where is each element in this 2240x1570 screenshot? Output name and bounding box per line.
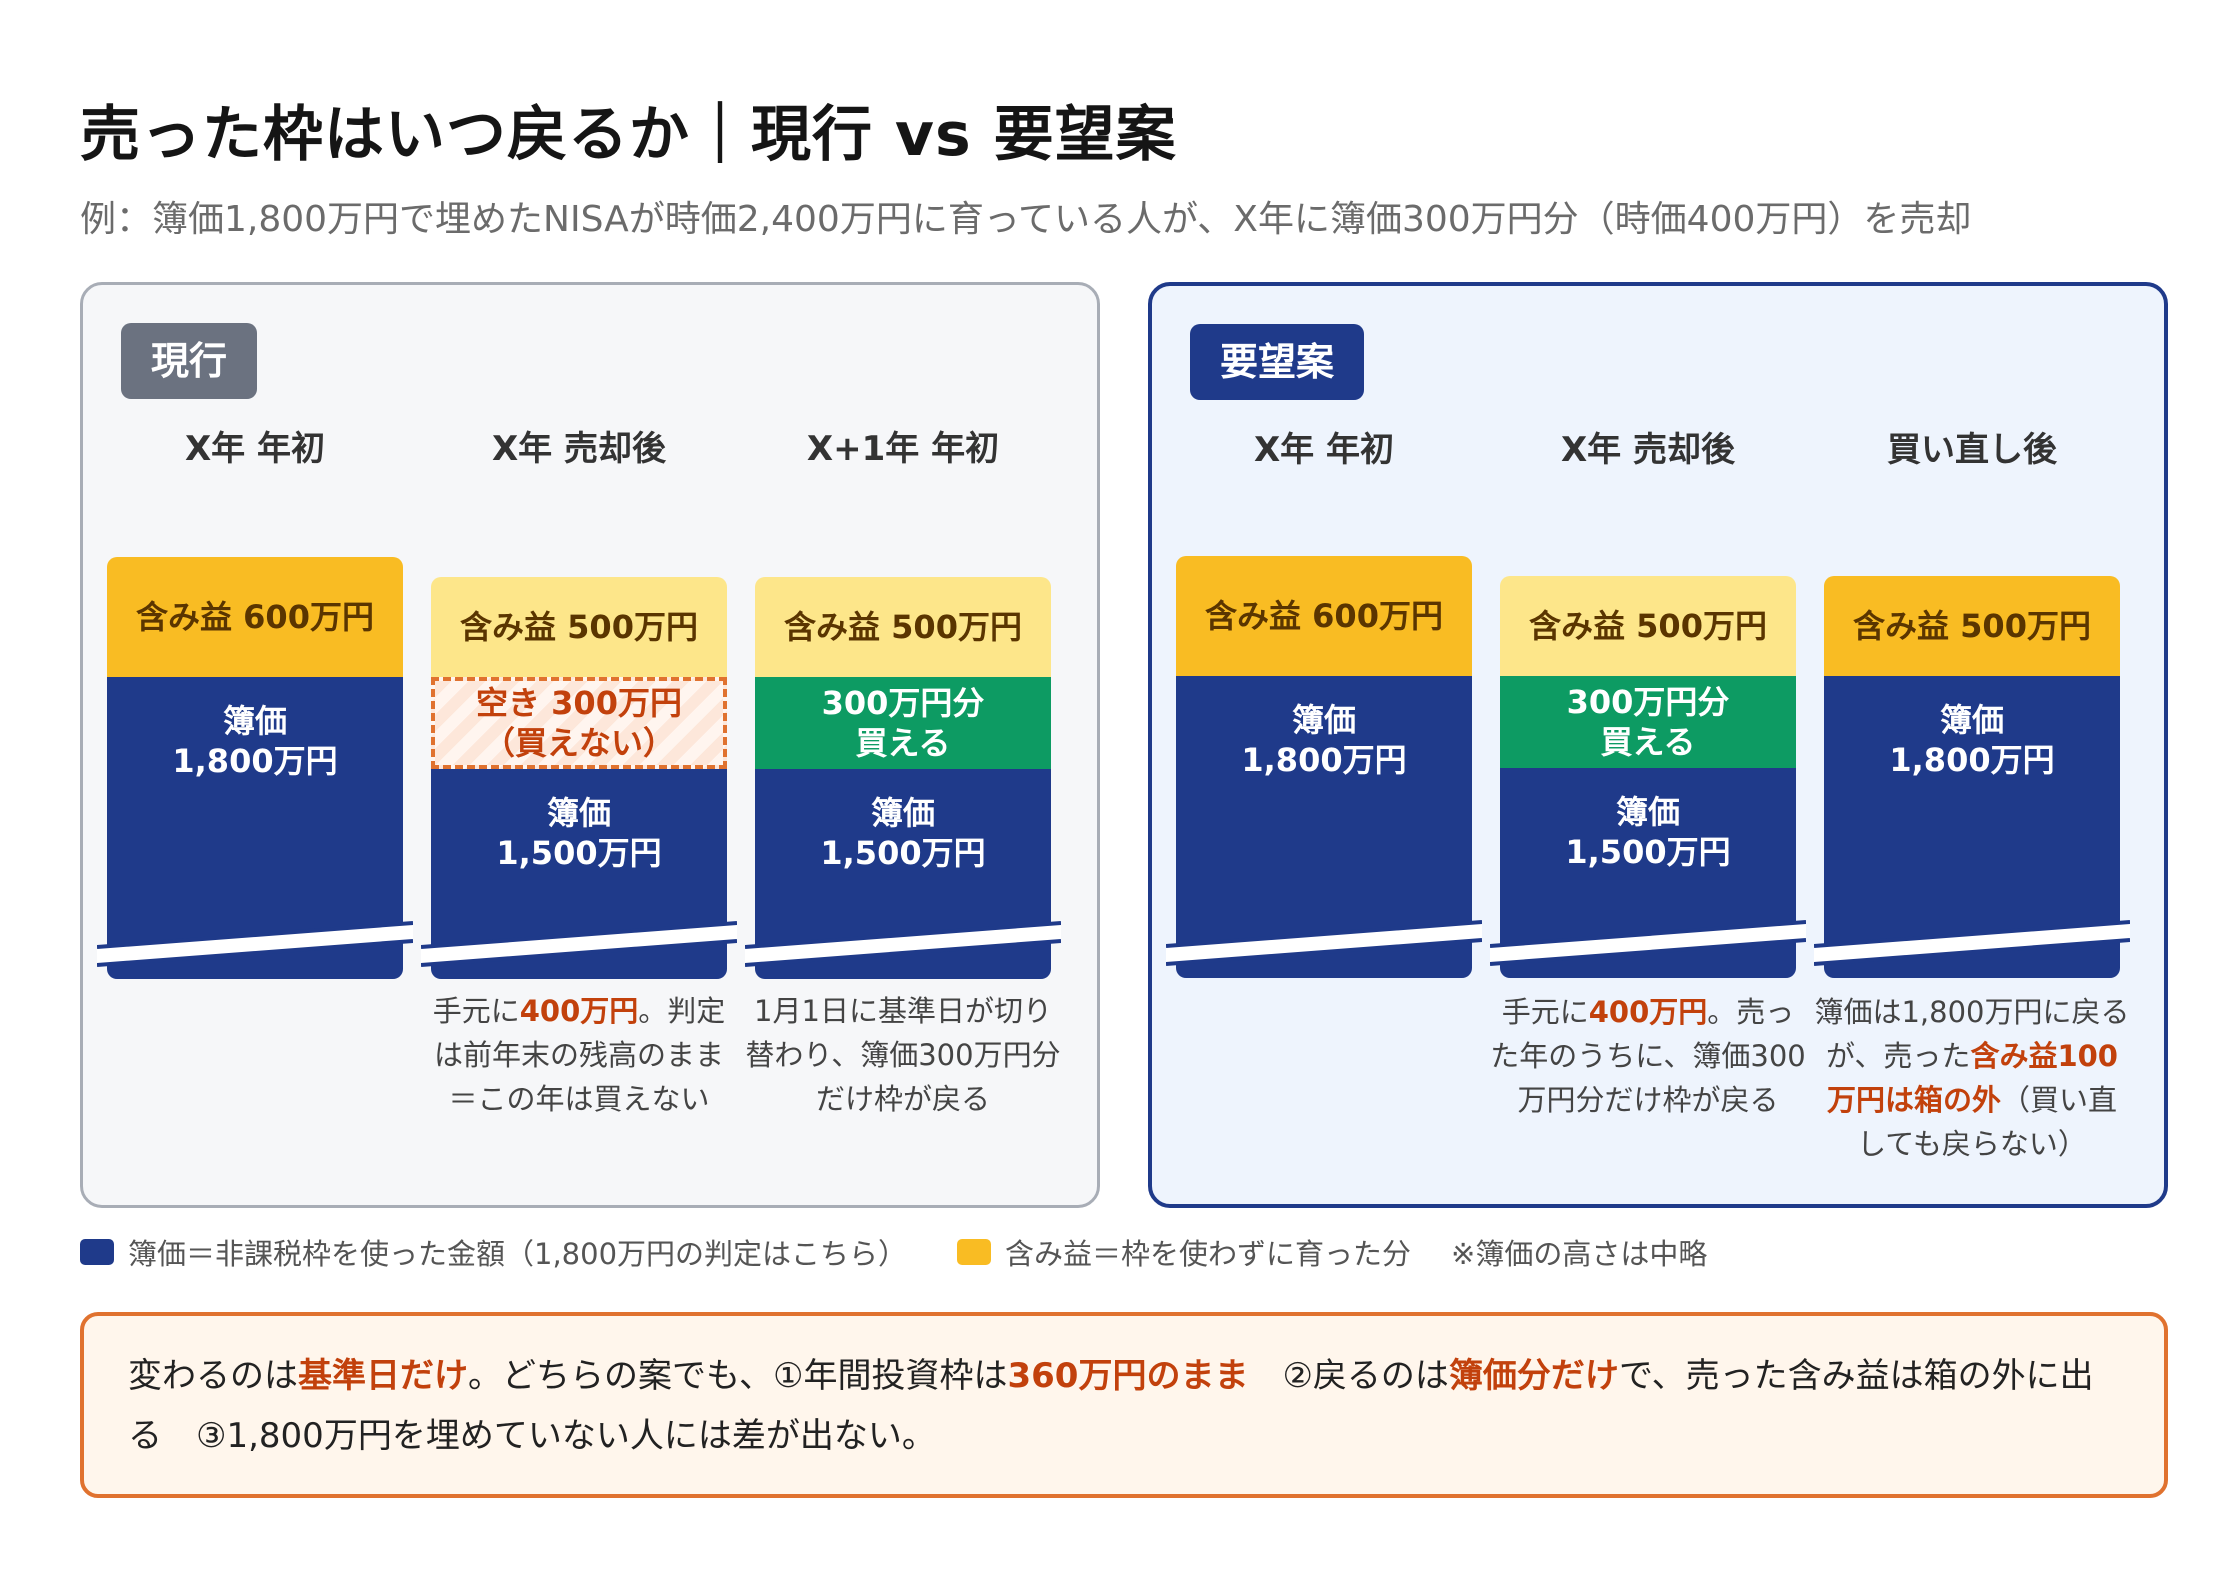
bar-stack: 含み益 600万円 簿価 1,800万円 (107, 557, 403, 979)
legend-book-swatch (80, 1239, 114, 1265)
book-segment: 簿価 1,800万円 (1824, 676, 2120, 978)
column-header: X年 売却後 (491, 429, 667, 469)
column-proposal-after-sale: X年 売却後 含み益 500万円 300万円分 買える 簿価 1,500万円 手… (1490, 286, 1806, 1204)
legend-book-label: 簿価＝非課税枠を使った金額（1,800万円の判定はこちら） (128, 1237, 908, 1271)
bar-stack: 含み益 500万円 300万円分 買える 簿価 1,500万円 (1500, 576, 1796, 978)
column-proposal-year-start: X年 年初 含み益 600万円 簿価 1,800万円 (1166, 286, 1482, 1204)
book-segment: 簿価 1,800万円 (1176, 676, 1472, 978)
panel-proposal: 要望案 X年 年初 含み益 600万円 簿価 1,800万円 X年 売却後 含み… (1148, 282, 2168, 1208)
book-segment: 簿価 1,500万円 (431, 769, 727, 979)
buyable-segment: 300万円分 買える (755, 677, 1051, 769)
column-header: X年 年初 (184, 429, 326, 469)
column-header: X年 売却後 (1560, 430, 1736, 470)
gain-segment: 含み益 500万円 (755, 577, 1051, 677)
column-proposal-rebuy: 買い直し後 含み益 500万円 簿価 1,800万円 簿価は1,800万円に戻る… (1814, 286, 2130, 1204)
gain-segment: 含み益 500万円 (1500, 576, 1796, 676)
column-header: X年 年初 (1253, 430, 1395, 470)
page-subtitle: 例：簿価1,800万円で埋めたNISAが時価2,400万円に育っている人が、X年… (80, 199, 1972, 240)
column-note: 手元に400万円。判定は前年末の残高のまま＝この年は買えない (432, 994, 726, 1116)
bar-stack: 含み益 600万円 簿価 1,800万円 (1176, 556, 1472, 978)
gain-segment: 含み益 500万円 (431, 577, 727, 677)
legend-gain-swatch (957, 1239, 992, 1265)
empty-slot-segment: 空き 300万円 （買えない） (431, 677, 727, 769)
legend: 簿価＝非課税枠を使った金額（1,800万円の判定はこちら） 含み益＝枠を使わずに… (80, 1232, 1707, 1272)
column-note: 1月1日に基準日が切り替わり、簿価300万円分だけ枠が戻る (745, 994, 1061, 1116)
panel-current: 現行 X年 年初 含み益 600万円 簿価 1,800万円 X年 売却後 含み益… (80, 282, 1100, 1208)
bar-stack: 含み益 500万円 簿価 1,800万円 (1824, 576, 2120, 978)
column-note: 手元に400万円。売った年のうちに、簿価300万円分だけ枠が戻る (1490, 995, 1806, 1117)
legend-note: ※簿価の高さは中略 (1451, 1237, 1708, 1271)
legend-gain-label: 含み益＝枠を使わずに育った分 (1005, 1237, 1412, 1271)
bar-stack: 含み益 500万円 300万円分 買える 簿価 1,500万円 (755, 577, 1051, 979)
page-title: 売った枠はいつ戻るか｜現行 vs 要望案 (80, 100, 1177, 170)
gain-segment: 含み益 600万円 (1176, 556, 1472, 676)
book-segment: 簿価 1,800万円 (107, 677, 403, 979)
bar-stack: 含み益 500万円 空き 300万円 （買えない） 簿価 1,500万円 (431, 577, 727, 979)
book-segment: 簿価 1,500万円 (755, 769, 1051, 979)
gain-segment: 含み益 600万円 (107, 557, 403, 677)
buyable-segment: 300万円分 買える (1500, 676, 1796, 768)
column-current-next-year: X+1年 年初 含み益 500万円 300万円分 買える 簿価 1,500万円 … (745, 285, 1061, 1205)
column-note: 簿価は1,800万円に戻るが、売った含み益100万円は箱の外（買い直しても戻らな… (1814, 995, 2130, 1161)
column-current-after-sale: X年 売却後 含み益 500万円 空き 300万円 （買えない） 簿価 1,50… (421, 285, 737, 1205)
badge-current: 現行 (121, 323, 258, 399)
column-header: X+1年 年初 (806, 429, 1000, 469)
badge-proposal: 要望案 (1190, 324, 1365, 400)
column-current-year-start: X年 年初 含み益 600万円 簿価 1,800万円 (97, 285, 413, 1205)
gain-segment: 含み益 500万円 (1824, 576, 2120, 676)
summary-callout: 変わるのは基準日だけ。どちらの案でも、①年間投資枠は360万円のまま ②戻るのは… (80, 1312, 2168, 1498)
book-segment: 簿価 1,500万円 (1500, 768, 1796, 978)
column-header: 買い直し後 (1887, 430, 2057, 470)
